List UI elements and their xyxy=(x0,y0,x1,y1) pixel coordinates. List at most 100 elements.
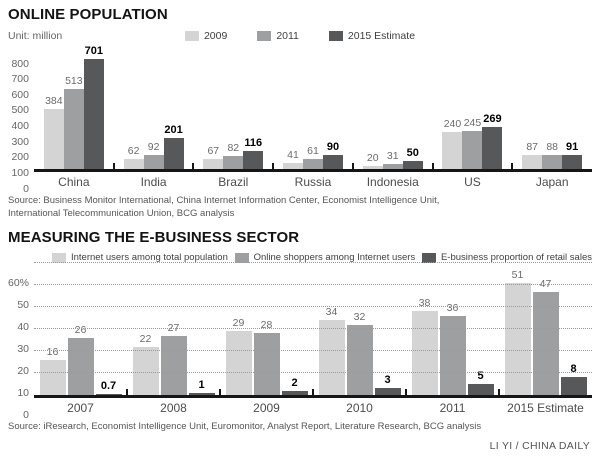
bar-value-label: 116 xyxy=(244,136,263,149)
legend-item: E-business proportion of retail sales xyxy=(421,252,592,264)
bar: 50 xyxy=(402,148,423,169)
bar-group: 22 27 1 xyxy=(127,322,220,396)
bar-group: 67 82 116 xyxy=(193,137,273,169)
chart1-legend: 2009 2011 2015 Estimate xyxy=(8,27,592,42)
y-axis-tick-label: 0 xyxy=(23,408,29,421)
x-axis-tick xyxy=(272,163,275,169)
bar-value-label: 36 xyxy=(446,301,459,314)
bar: 91 xyxy=(562,141,583,169)
bar: 8 xyxy=(560,364,587,396)
legend-item: 2015 Estimate xyxy=(328,30,415,42)
bar-value-label: 91 xyxy=(566,140,579,153)
bar: 87 xyxy=(522,142,543,169)
bar: 5 xyxy=(467,371,494,396)
legend-label: Online shoppers among Internet users xyxy=(253,252,416,264)
bar: 116 xyxy=(243,137,264,169)
chart2: 0 10 20 30 40 50 60% 16 26 0.7 22 27 1 29 28 2 34 32 3 38 3… xyxy=(8,262,592,420)
y-axis-tick-label: 300 xyxy=(11,135,29,148)
bar: 41 xyxy=(283,149,304,169)
x-axis-tick xyxy=(351,163,354,169)
bar: 3 xyxy=(374,375,401,396)
bar-value-label: 513 xyxy=(65,74,83,87)
bar: 67 xyxy=(203,145,224,169)
bar: 22 xyxy=(132,333,159,396)
category-label: 2015 Estimate xyxy=(507,401,584,416)
bar: 20 xyxy=(362,152,383,169)
bar-value-label: 87 xyxy=(526,141,539,154)
bar: 240 xyxy=(442,118,463,169)
bar: 29 xyxy=(225,318,252,396)
x-axis-tick xyxy=(219,389,221,396)
bar: 31 xyxy=(382,151,403,169)
x-axis-tick xyxy=(431,163,434,169)
bar: 384 xyxy=(43,96,64,169)
bar-value-label: 0.7 xyxy=(100,379,117,392)
bar: 61 xyxy=(303,146,324,169)
y-axis-tick-label: 40 xyxy=(17,320,29,333)
bar-value-label: 50 xyxy=(406,147,419,160)
bar-value-label: 22 xyxy=(139,332,152,345)
chart2-source: Source: iResearch, Economist Intelligenc… xyxy=(8,421,482,433)
bar-value-label: 245 xyxy=(463,116,482,129)
bar-value-label: 29 xyxy=(232,317,245,330)
bar-value-label: 28 xyxy=(260,319,273,332)
bar-group: 29 28 2 xyxy=(220,318,313,396)
chart2-legend: Internet users among total population Onl… xyxy=(52,252,592,263)
y-axis-tick-label: 100 xyxy=(11,166,29,179)
category-label: Japan xyxy=(535,175,569,189)
chart2-plot-area: 16 26 0.7 22 27 1 29 28 2 34 32 3 38 36 5 51 47 8 xyxy=(34,262,592,399)
bar-value-label: 5 xyxy=(477,370,484,383)
chart2-plot-wrap: 0 10 20 30 40 50 60% 16 26 0.7 22 27 1 29 28 2 34 32 3 38 3… xyxy=(8,262,592,420)
bar-value-label: 34 xyxy=(325,306,338,319)
bar-value-label: 201 xyxy=(164,123,183,136)
bar-value-label: 240 xyxy=(443,117,462,130)
legend-label: Internet users among total population xyxy=(71,252,228,264)
bar-value-label: 8 xyxy=(570,363,577,376)
bar: 28 xyxy=(253,320,280,396)
bar: 16 xyxy=(39,346,66,396)
legend-label: 2009 xyxy=(203,30,228,42)
y-axis-tick-label: 10 xyxy=(17,386,29,399)
bar: 27 xyxy=(160,322,187,396)
bar-value-label: 82 xyxy=(227,142,240,155)
bar-group: 20 31 50 xyxy=(353,148,433,169)
bar-value-label: 1 xyxy=(198,378,205,391)
legend-label: 2011 xyxy=(276,30,299,42)
y-axis-tick-label: 20 xyxy=(17,364,29,377)
chart2-category-labels: 2007 2008 2009 2010 2011 2015 Estimate xyxy=(34,401,592,415)
bar-group: 16 26 0.7 xyxy=(34,324,127,396)
bar: 201 xyxy=(163,124,184,169)
x-axis-tick xyxy=(511,163,514,169)
gridline xyxy=(34,372,592,374)
bar-value-label: 88 xyxy=(546,141,559,154)
category-label: Brazil xyxy=(218,175,249,189)
y-axis-tick-label: 600 xyxy=(11,88,29,101)
legend-label: E-business proportion of retail sales xyxy=(440,252,592,264)
bar: 32 xyxy=(346,311,373,396)
bar: 51 xyxy=(504,269,531,396)
bar: 245 xyxy=(462,117,483,169)
bar: 2 xyxy=(281,377,308,396)
chart1: 0 100 200 300 400 500 600 700 800 384 513 701 62 92 2… xyxy=(8,46,592,194)
chart1-y-axis: 0 100 200 300 400 500 600 700 800 xyxy=(8,47,29,194)
category-label: 2011 xyxy=(439,401,466,416)
category-label: US xyxy=(464,175,481,189)
legend-swatch xyxy=(257,31,272,41)
y-axis-tick-label: 700 xyxy=(11,73,29,86)
bar-value-label: 2 xyxy=(291,376,298,389)
y-axis-tick-label: 0 xyxy=(23,182,29,195)
bar-value-label: 38 xyxy=(418,297,431,310)
bar: 26 xyxy=(67,324,94,396)
x-axis-tick xyxy=(112,163,115,169)
bar: 701 xyxy=(83,46,104,169)
y-axis-tick-label: 800 xyxy=(11,57,29,70)
chart2-y-axis: 0 10 20 30 40 50 60% xyxy=(8,266,29,420)
bar: 92 xyxy=(143,141,164,169)
bar: 47 xyxy=(532,278,559,396)
bar-value-label: 20 xyxy=(366,151,379,164)
bar-value-label: 3 xyxy=(384,374,391,387)
chart2-bar-groups: 16 26 0.7 22 27 1 29 28 2 34 32 3 38 36 5 51 47 8 xyxy=(34,266,592,396)
chart1-plot-area: 384 513 701 62 92 201 67 82 116 41 61 90 20 31 50 240 24… xyxy=(34,46,592,172)
ebusiness-sector-section: MEASURING THE E-BUSINESS SECTOR Internet… xyxy=(8,229,592,434)
